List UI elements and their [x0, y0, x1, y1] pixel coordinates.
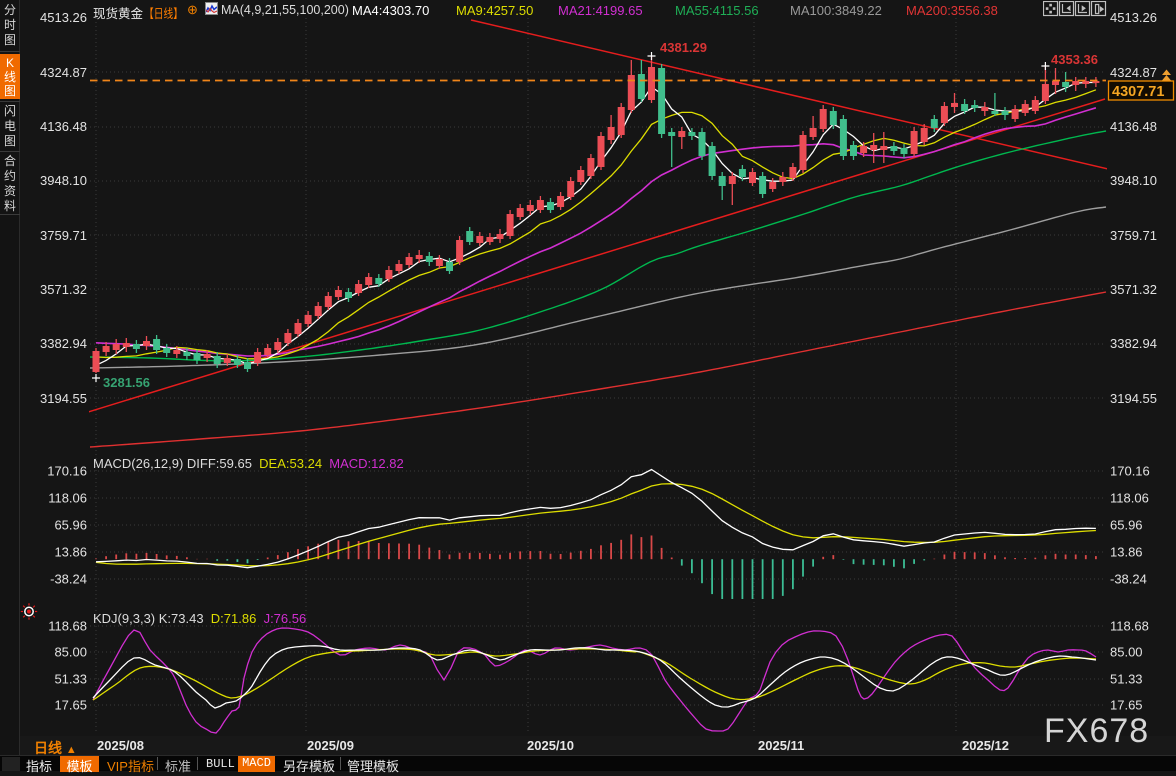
svg-text:4353.36: 4353.36 [1051, 52, 1098, 67]
svg-text:170.16: 170.16 [1110, 464, 1150, 479]
svg-text:4136.48: 4136.48 [1110, 119, 1157, 134]
svg-text:13.86: 13.86 [54, 545, 87, 560]
svg-text:3759.71: 3759.71 [40, 228, 87, 243]
svg-text:118.68: 118.68 [1110, 619, 1149, 634]
svg-text:17.65: 17.65 [54, 698, 87, 713]
svg-text:3382.94: 3382.94 [40, 336, 87, 351]
svg-text:4324.87: 4324.87 [40, 65, 87, 80]
svg-text:17.65: 17.65 [1110, 698, 1143, 713]
svg-text:3571.32: 3571.32 [40, 282, 87, 297]
svg-text:170.16: 170.16 [47, 464, 87, 479]
svg-text:3571.32: 3571.32 [1110, 282, 1157, 297]
svg-text:118.68: 118.68 [48, 619, 87, 634]
svg-text:KDJ(9,3,3) K:73.43 D:71.86 J: KDJ(9,3,3) K:73.43 D:71.86 J:76.56 [93, 611, 306, 626]
svg-text:4513.26: 4513.26 [40, 10, 87, 25]
svg-text:4136.48: 4136.48 [40, 119, 87, 134]
svg-text:-38.24: -38.24 [50, 572, 87, 587]
svg-text:85.00: 85.00 [1110, 645, 1143, 660]
svg-text:65.96: 65.96 [1110, 518, 1143, 533]
svg-text:3281.56: 3281.56 [103, 375, 150, 390]
svg-text:65.96: 65.96 [54, 518, 87, 533]
svg-text:85.00: 85.00 [54, 645, 87, 660]
svg-text:4307.71: 4307.71 [1112, 84, 1164, 100]
svg-text:3194.55: 3194.55 [40, 391, 87, 406]
svg-text:118.06: 118.06 [48, 491, 87, 506]
svg-text:4324.87: 4324.87 [1110, 65, 1157, 80]
svg-text:4381.29: 4381.29 [660, 40, 707, 55]
svg-text:3194.55: 3194.55 [1110, 391, 1157, 406]
svg-text:3759.71: 3759.71 [1110, 228, 1157, 243]
svg-text:3382.94: 3382.94 [1110, 336, 1157, 351]
svg-text:-38.24: -38.24 [1110, 572, 1147, 587]
svg-text:MACD(26,12,9) DIFF:59.65 DEA:: MACD(26,12,9) DIFF:59.65 DEA:53.24 MACD:… [93, 456, 404, 471]
svg-text:3948.10: 3948.10 [40, 173, 87, 188]
svg-text:51.33: 51.33 [1110, 672, 1143, 687]
svg-text:118.06: 118.06 [1110, 491, 1149, 506]
svg-text:3948.10: 3948.10 [1110, 173, 1157, 188]
svg-text:13.86: 13.86 [1110, 545, 1143, 560]
svg-text:4513.26: 4513.26 [1110, 10, 1157, 25]
svg-text:51.33: 51.33 [54, 672, 87, 687]
